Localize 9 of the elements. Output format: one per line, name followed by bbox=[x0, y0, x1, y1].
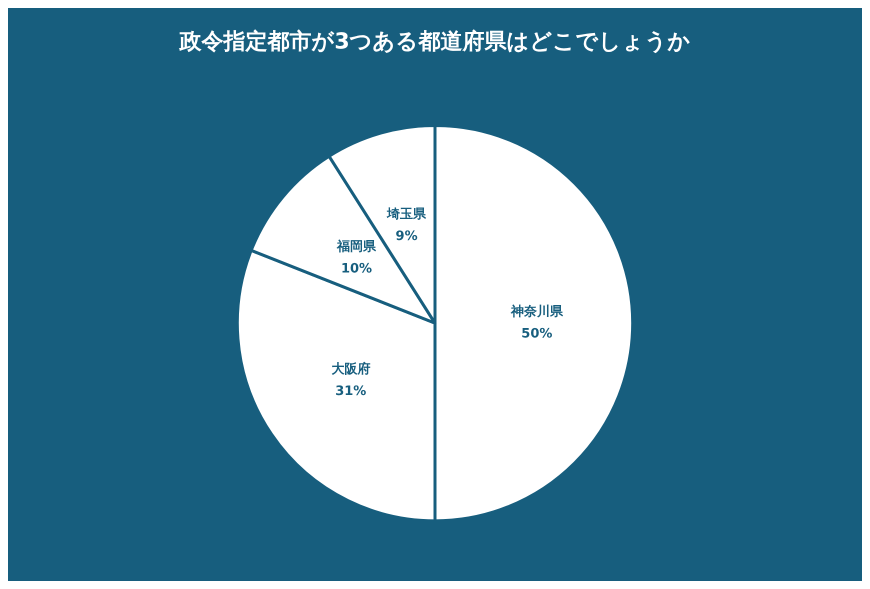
slice-label: 大阪府 bbox=[331, 360, 370, 377]
data-label: 10% bbox=[340, 262, 372, 277]
data-label: 31% bbox=[335, 384, 366, 399]
slice-label: 埼玉県 bbox=[386, 206, 428, 222]
slice-label: 神奈川県 bbox=[510, 304, 564, 320]
slice-label: 福岡県 bbox=[336, 238, 378, 255]
chart-title: 政令指定都市が3つある都道府県はどこでしょうか bbox=[178, 28, 691, 54]
data-label: 9% bbox=[396, 228, 418, 244]
data-label: 50% bbox=[521, 326, 552, 342]
